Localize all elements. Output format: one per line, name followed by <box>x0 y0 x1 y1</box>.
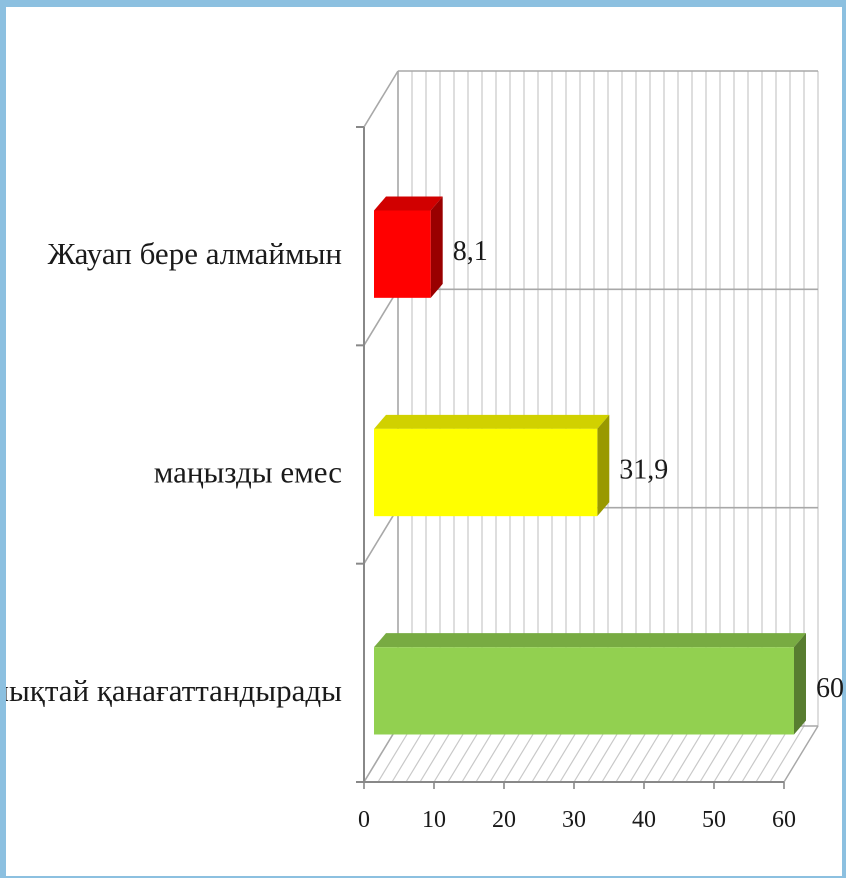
floor-line <box>713 725 749 783</box>
floor-line <box>503 725 539 783</box>
chart-bars <box>374 196 806 735</box>
bar-top-face <box>374 633 806 648</box>
floor-line <box>727 725 763 783</box>
floor-line <box>461 725 497 783</box>
floor-line <box>769 725 805 783</box>
floor-line <box>419 725 455 783</box>
x-tick-label: 40 <box>632 807 656 833</box>
floor-line <box>405 725 441 783</box>
floor-line <box>671 725 707 783</box>
floor-line <box>587 725 623 783</box>
floor-edge <box>783 725 819 783</box>
floor-line <box>615 725 651 783</box>
floor-line <box>475 725 511 783</box>
data-label: 8,1 <box>453 236 488 267</box>
floor-line <box>755 725 791 783</box>
floor-line <box>517 725 553 783</box>
bar <box>374 210 431 298</box>
data-label: 31,9 <box>619 455 668 486</box>
floor-line <box>559 725 595 783</box>
floor-line <box>643 725 679 783</box>
floor-line <box>531 725 567 783</box>
floor-line <box>377 725 413 783</box>
bar <box>374 647 794 735</box>
floor-line <box>657 725 693 783</box>
category-separator-diagonal <box>363 725 399 783</box>
floor-line <box>447 725 483 783</box>
floor-line <box>433 725 469 783</box>
x-tick-label: 50 <box>702 807 726 833</box>
floor-line <box>573 725 609 783</box>
floor-line <box>699 725 735 783</box>
chart-floor <box>363 725 819 783</box>
bar-side-face <box>430 196 443 298</box>
category-separator-diagonal <box>363 288 399 346</box>
x-tick-label: 60 <box>772 807 796 833</box>
bar-side-face <box>597 414 610 517</box>
floor-line <box>685 725 721 783</box>
chart-labels: 0 10 20 30 40 50 60 8,1 Жауап бере алмаймын 31,9 м… <box>6 236 844 833</box>
bar-top-face <box>374 196 443 211</box>
category-separator-diagonal <box>363 70 399 128</box>
x-tick-label: 20 <box>492 807 516 833</box>
bar <box>374 428 598 517</box>
category-separator-diagonal <box>363 507 399 565</box>
chart-axes <box>356 71 785 789</box>
x-tick-label: 0 <box>358 807 370 833</box>
chart-gridlines <box>363 70 819 783</box>
bar-side-face <box>794 633 806 735</box>
x-tick-label: 10 <box>422 807 446 833</box>
bar-chart: 0 10 20 30 40 50 60 8,1 Жауап бере алмаймын 31,9 м… <box>6 70 844 833</box>
floor-line <box>741 725 777 783</box>
floor-line <box>489 725 525 783</box>
data-label: 60 <box>816 673 844 704</box>
x-tick-label: 30 <box>562 807 586 833</box>
floor-line <box>601 725 637 783</box>
bar-top-face <box>374 414 610 429</box>
category-label: маңызды емес <box>154 455 342 490</box>
category-label: Жауап бере алмаймын <box>48 236 342 271</box>
floor-line <box>391 725 427 783</box>
floor-line <box>545 725 581 783</box>
floor-line <box>629 725 665 783</box>
category-label: толықтай қанағаттандырады <box>6 673 342 708</box>
